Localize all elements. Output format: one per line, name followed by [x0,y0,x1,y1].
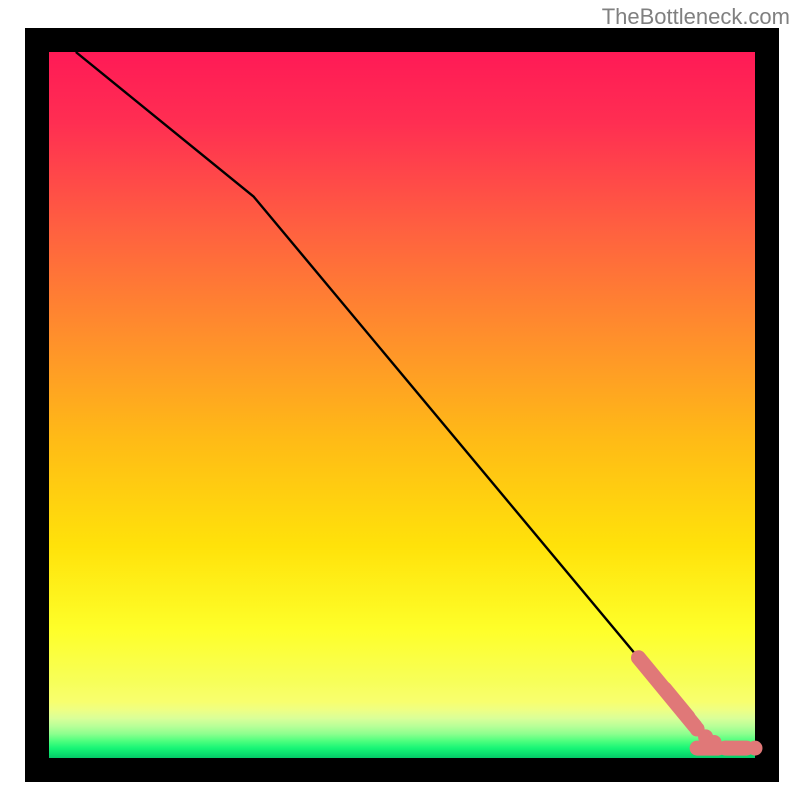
marker-dot [748,741,763,756]
chart-container: TheBottleneck.com [0,0,800,800]
chart-svg [0,0,800,800]
gradient-background [49,52,755,758]
